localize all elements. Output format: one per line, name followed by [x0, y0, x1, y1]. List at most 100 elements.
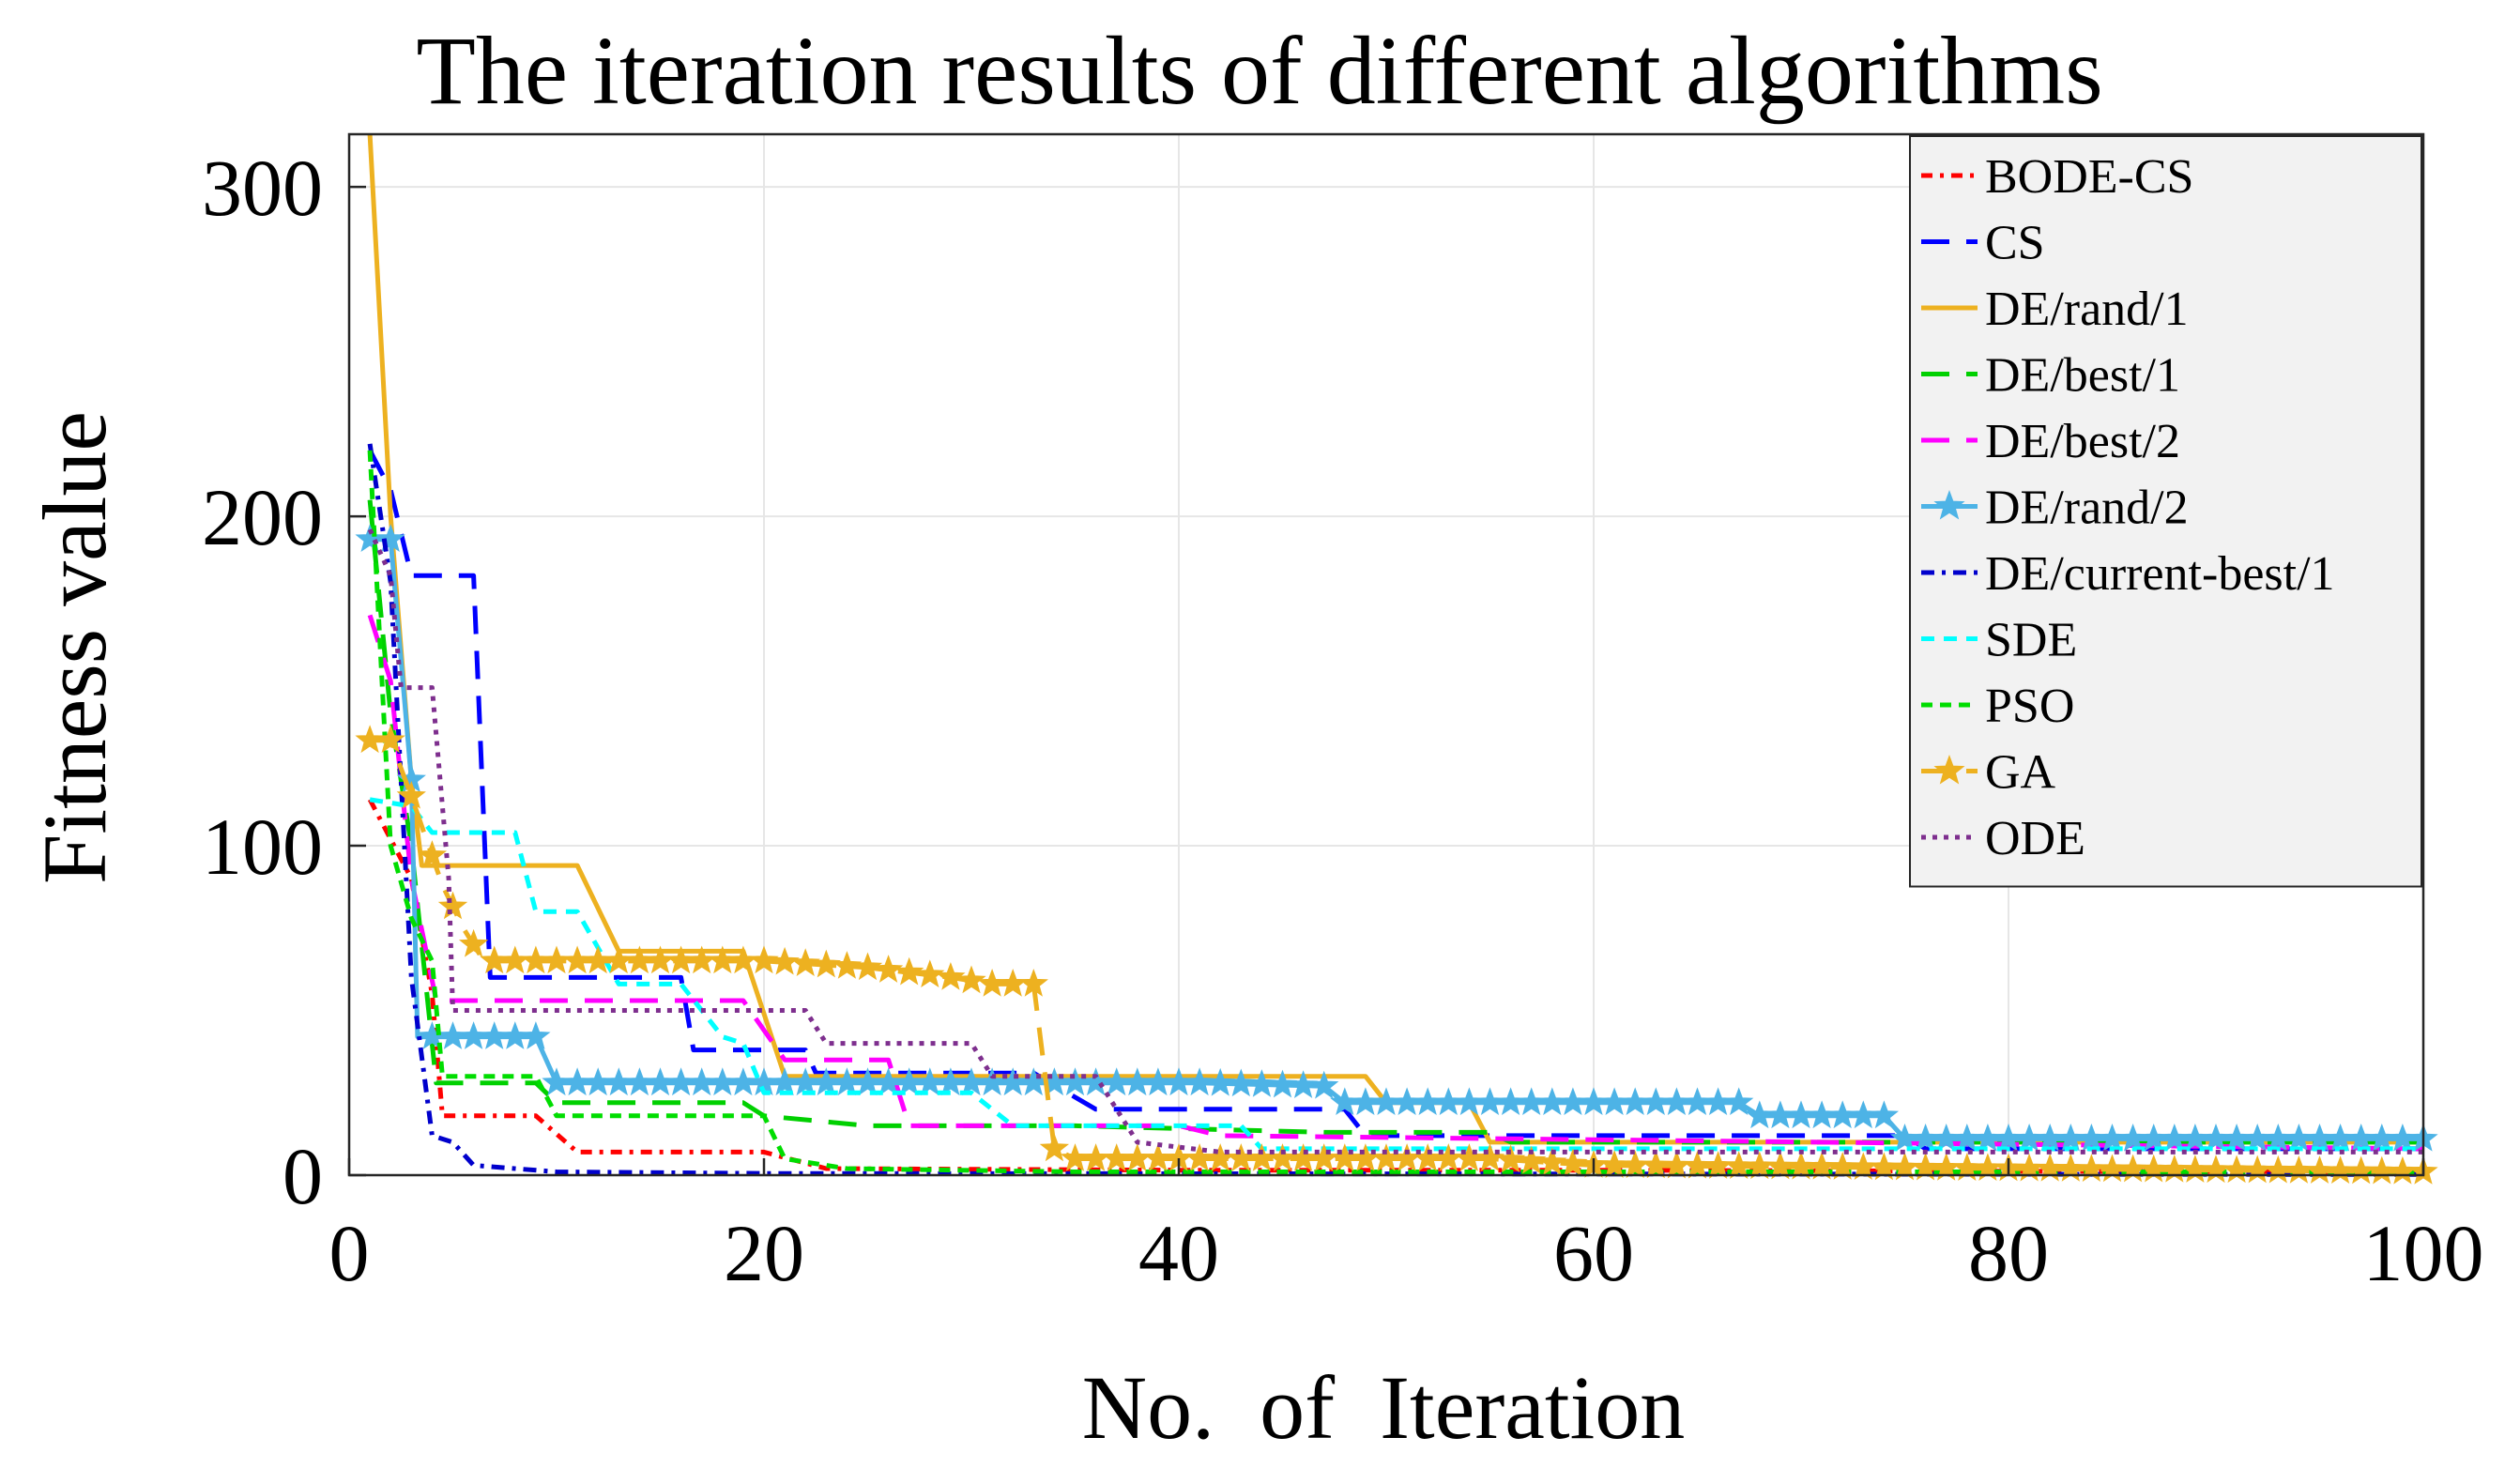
- series-marker-de-rand-2: [1060, 1067, 1091, 1096]
- legend-label: DE/rand/1: [1985, 283, 2189, 336]
- series-marker-ga: [1474, 1143, 1505, 1171]
- series-marker-de-rand-2: [1661, 1087, 1692, 1116]
- y-tick-label: 300: [202, 143, 323, 233]
- series-marker-ga: [1226, 1143, 1256, 1171]
- series-marker-ga: [2160, 1154, 2190, 1183]
- series-marker-de-rand-2: [521, 1021, 551, 1049]
- plot-frame: [347, 132, 2425, 1177]
- legend-label: DE/best/2: [1985, 415, 2180, 468]
- legend-label: DE/best/1: [1985, 349, 2180, 403]
- series-marker-de-rand-2: [1246, 1069, 1277, 1097]
- legend-item-de-best-1: DE/best/1: [1921, 349, 2180, 403]
- legend-item-de-best-2: DE/best/2: [1921, 415, 2180, 468]
- series-marker-ga: [1060, 1143, 1091, 1171]
- series-marker-ga: [1039, 1133, 1070, 1162]
- legend-box: [1909, 135, 2422, 888]
- series-marker-de-rand-2: [1226, 1068, 1256, 1097]
- series-marker-de-rand-2: [1454, 1087, 1485, 1116]
- y-tick-label: 200: [202, 472, 323, 562]
- series-marker-ga: [1495, 1144, 1526, 1173]
- series-marker-ga: [2180, 1155, 2210, 1183]
- series-marker-ga: [2222, 1155, 2252, 1184]
- series-line-de-current-best-1: [367, 443, 2424, 1177]
- series-marker-ga: [1558, 1148, 1588, 1177]
- legend-label: BODE-CS: [1985, 150, 2193, 204]
- series-marker-ga: [998, 968, 1028, 997]
- series-marker-de-rand-2: [1309, 1070, 1339, 1099]
- series-marker-ga: [2076, 1154, 2107, 1182]
- series-marker-ga: [2097, 1154, 2128, 1183]
- legend-item-de-rand-2: DE/rand/2: [1921, 482, 2189, 535]
- series-marker-ga: [1123, 1143, 1153, 1171]
- series-marker-de-rand-2: [1413, 1087, 1443, 1116]
- y-tick-label: 0: [283, 1131, 323, 1221]
- series-marker-de-rand-2: [1123, 1067, 1153, 1096]
- x-tick-label: 40: [1138, 1208, 1219, 1298]
- series-marker-ga: [770, 946, 800, 975]
- series-marker-de-rand-2: [1474, 1087, 1505, 1116]
- legend-item-ga: GA: [1921, 746, 2056, 800]
- chart-title: The iteration results of different algor…: [416, 17, 2102, 125]
- series-marker-de-rand-2: [500, 1021, 530, 1049]
- series-marker-ga: [1288, 1143, 1319, 1171]
- series-marker-de-rand-2: [603, 1067, 634, 1096]
- series-marker-ga: [1080, 1143, 1111, 1171]
- series-line-pso: [367, 450, 2423, 1174]
- series-marker-ga: [1267, 1143, 1298, 1171]
- series-marker-ga: [2242, 1155, 2272, 1184]
- series-marker-de-rand-2: [1433, 1087, 1463, 1116]
- legend-item-pso: PSO: [1921, 680, 2074, 733]
- series-marker-ga: [2304, 1155, 2335, 1184]
- legend-label: DE/current-best/1: [1985, 547, 2335, 601]
- series-marker-de-rand-2: [1080, 1067, 1111, 1096]
- series-marker-de-rand-2: [1848, 1100, 1878, 1129]
- legend-label: CS: [1985, 217, 2045, 270]
- series-marker-de-rand-2: [1205, 1067, 1235, 1096]
- series-marker-de-rand-2: [1537, 1087, 1567, 1116]
- legend-item-de-current-best-1: DE/current-best/1: [1921, 547, 2335, 601]
- series-marker-de-rand-2: [665, 1067, 696, 1096]
- series-marker-ga: [749, 945, 779, 974]
- series-marker-ga: [852, 952, 883, 981]
- series-marker-de-rand-2: [355, 524, 385, 552]
- series-marker-ga: [2325, 1155, 2356, 1185]
- series-marker-de-rand-2: [708, 1067, 738, 1096]
- series-marker-ga: [2283, 1155, 2314, 1184]
- legend-item-bode-cs: BODE-CS: [1921, 150, 2193, 204]
- series-marker-de-rand-2: [624, 1067, 655, 1096]
- series-marker-ga: [562, 945, 592, 974]
- series-marker-ga: [1517, 1145, 1547, 1174]
- legend: BODE-CS CS DE/rand/1 DE/best/1 DE/best/2 DE/r…: [1909, 135, 2422, 888]
- series-marker-de-rand-2: [1392, 1087, 1422, 1116]
- series-marker-de-rand-2: [1682, 1087, 1713, 1116]
- series-marker-ga: [832, 951, 863, 979]
- series-marker-de-rand-2: [1620, 1087, 1650, 1116]
- series-marker-de-rand-2: [1786, 1100, 1816, 1129]
- x-tick-label: 80: [1968, 1208, 2049, 1298]
- series-line-de-best-2: [367, 614, 2424, 1152]
- series-de-current-best-1: [367, 443, 2424, 1177]
- series-marker-ga: [500, 945, 530, 974]
- legend-label: PSO: [1985, 680, 2074, 733]
- series-marker-ga: [1205, 1143, 1235, 1171]
- series-marker-de-rand-2: [1765, 1100, 1795, 1129]
- series-marker-ga: [1102, 1143, 1132, 1171]
- series-marker-de-rand-2: [1703, 1087, 1733, 1116]
- series-marker-ga: [915, 959, 945, 988]
- series-marker-ga: [2346, 1155, 2376, 1185]
- series-marker-ga: [2201, 1155, 2231, 1184]
- x-tick-label: 20: [724, 1208, 804, 1298]
- series-marker-de-rand-2: [480, 1021, 510, 1049]
- series-marker-de-rand-2: [728, 1067, 758, 1096]
- series-marker-de-rand-2: [1184, 1067, 1214, 1096]
- y-axis-label: Fitness value: [24, 411, 125, 884]
- series-marker-ga: [2263, 1155, 2293, 1184]
- series-marker-de-rand-2: [562, 1067, 592, 1096]
- series-de-rand-2: [355, 524, 2438, 1152]
- legend-marker: [1933, 490, 1965, 520]
- series-marker-ga: [977, 968, 1007, 997]
- series-marker-ga: [2367, 1155, 2397, 1185]
- legend-label: ODE: [1985, 812, 2085, 865]
- legend-item-de-rand-1: DE/rand/1: [1921, 283, 2189, 336]
- series-marker-ga: [811, 949, 841, 978]
